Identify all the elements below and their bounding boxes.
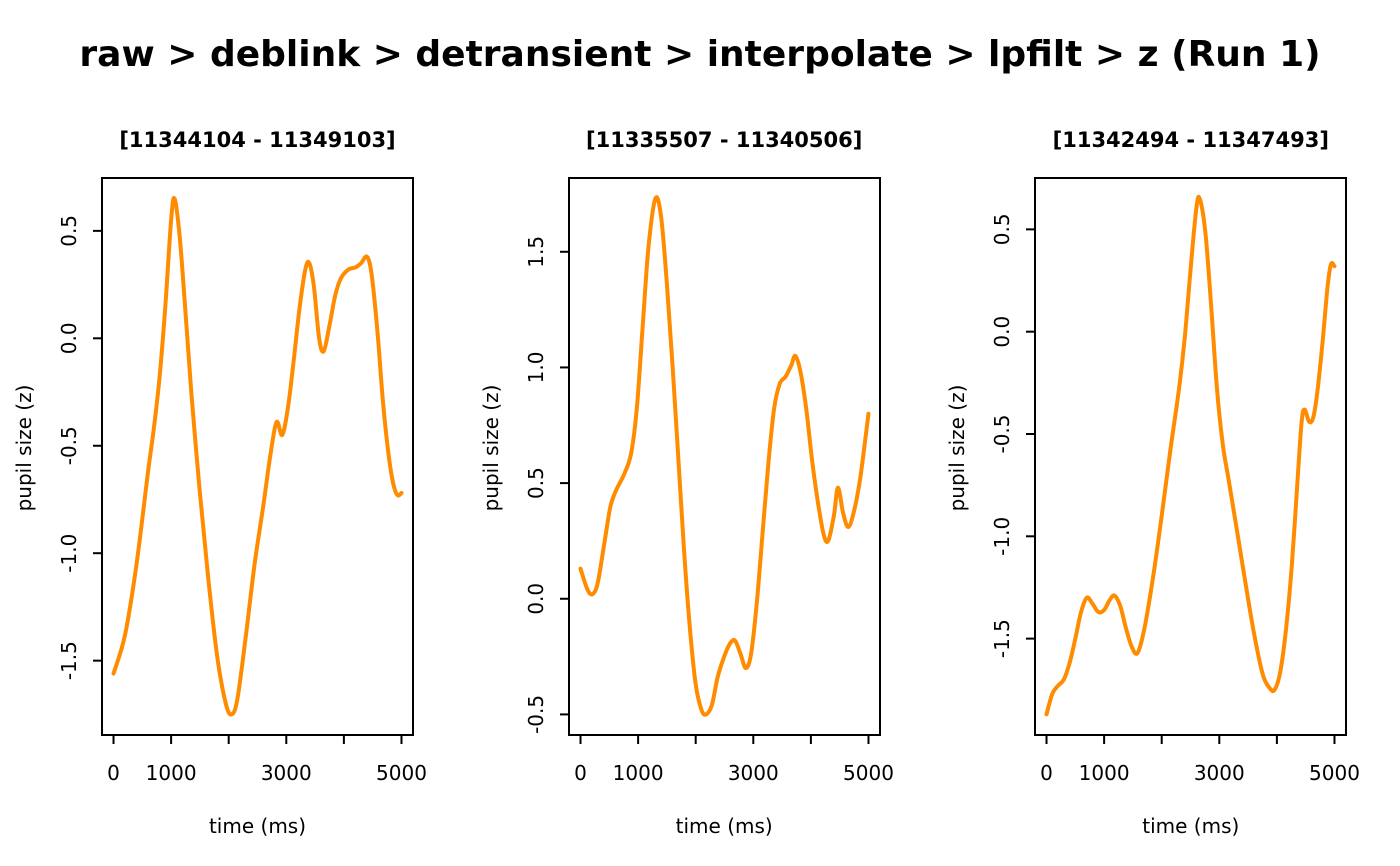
x-tick-label: 0 [1040, 761, 1053, 785]
x-tick-label: 3000 [261, 761, 312, 785]
chart-panel-3: [11342494 - 11347493] 0 1000 3000 5000 0.5 0.… [933, 118, 1400, 866]
plot-svg: 0 1000 3000 5000 1.5 1.0 0.5 0.0 -0.5 [524, 177, 894, 785]
y-tick-label: -1.5 [990, 619, 1014, 658]
x-tick-label: 1000 [1079, 761, 1130, 785]
x-tick-label: 5000 [843, 761, 894, 785]
x-tick-label: 0 [574, 761, 587, 785]
plot-box [1034, 177, 1348, 736]
figure-title: raw > deblink > detransient > interpolat… [79, 34, 1321, 75]
y-tick-label: -0.5 [57, 426, 81, 465]
plot-box [567, 177, 881, 736]
y-tick-label: 0.5 [57, 215, 81, 247]
panel-title: [11344104 - 11349103] [119, 128, 396, 152]
x-axis-label: time (ms) [1142, 814, 1240, 838]
y-tick-label: -0.5 [524, 695, 548, 734]
x-tick-label: 3000 [728, 761, 779, 785]
panel-title: [11335507 - 11340506] [586, 128, 863, 152]
plot-svg: 0 1000 3000 5000 0.5 0.0 -0.5 -1.0 -1.5 [57, 177, 427, 785]
data-line [1044, 194, 1337, 717]
y-tick-label: 0.0 [990, 316, 1014, 348]
y-tick-label: -1.0 [990, 517, 1014, 556]
data-line [578, 195, 871, 717]
y-tick-label: 1.0 [524, 352, 548, 384]
x-tick-label: 3000 [1194, 761, 1245, 785]
y-tick-label: 1.5 [524, 236, 548, 268]
x-tick-label: 1000 [612, 761, 663, 785]
x-axis-label: time (ms) [675, 814, 773, 838]
y-tick-label: 0.5 [990, 213, 1014, 245]
plot-box [101, 177, 414, 736]
data-line [111, 195, 404, 717]
y-tick-label: 0.5 [524, 467, 548, 499]
x-axis-label: time (ms) [208, 814, 307, 838]
plot-svg: 0 1000 3000 5000 0.5 0.0 -0.5 -1.0 -1.5 [990, 177, 1360, 785]
y-tick-label: -1.0 [57, 534, 81, 573]
panel-title: [11342494 - 11347493] [1052, 128, 1329, 152]
x-tick-label: 5000 [1309, 761, 1360, 785]
chart-panel-2: [11335507 - 11340506] 0 1000 3000 5000 1.5 1.… [467, 118, 934, 866]
x-tick-label: 0 [107, 761, 120, 785]
y-tick-label: 0.0 [524, 583, 548, 615]
y-tick-label: 0.0 [57, 322, 81, 354]
chart-panel-1: [11344104 - 11349103] 0 1000 3000 5000 0.5 0.… [0, 118, 467, 866]
x-tick-label: 5000 [376, 761, 427, 785]
y-tick-label: -1.5 [57, 641, 81, 680]
y-tick-label: -0.5 [990, 414, 1014, 453]
x-tick-label: 1000 [146, 761, 197, 785]
